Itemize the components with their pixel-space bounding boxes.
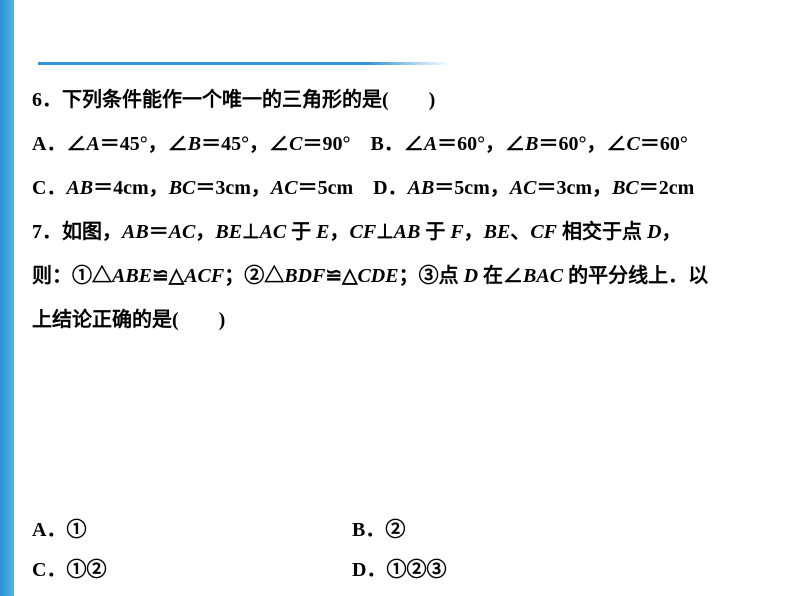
top-underline [38, 62, 450, 65]
q6-options-row2: C．AB＝4cm，BC＝3cm，AC＝5cm D．AB＝5cm，AC＝3cm，B… [32, 166, 772, 210]
q6-text: 下列条件能作一个唯一的三角形的是( ) [62, 89, 435, 111]
q7-text2: 则：①△ABE≌△ACF；②△BDF≌△CDE；③点 D 在∠BAC 的平分线上… [32, 265, 708, 287]
q7-stem-line3: 上结论正确的是( ) [32, 298, 772, 342]
q7-text1: 如图，AB＝AC，BE⊥AC 于 E，CF⊥AB 于 F，BE、CF 相交于点 … [62, 221, 681, 243]
main-content: 6．下列条件能作一个唯一的三角形的是( ) A．∠A＝45°，∠B＝45°，∠C… [32, 78, 772, 342]
q7-stem-line2: 则：①△ABE≌△ACF；②△BDF≌△CDE；③点 D 在∠BAC 的平分线上… [32, 254, 772, 298]
q7-option-d: D．①②③ [352, 550, 672, 590]
q7-stem-line1: 7．如图，AB＝AC，BE⊥AC 于 E，CF⊥AB 于 F，BE、CF 相交于… [32, 210, 772, 254]
q7-option-a: A．① [32, 510, 352, 550]
q6-stem: 6．下列条件能作一个唯一的三角形的是( ) [32, 78, 772, 122]
q7-number: 7． [32, 221, 62, 243]
q6-options-row1: A．∠A＝45°，∠B＝45°，∠C＝90° B．∠A＝60°，∠B＝60°，∠… [32, 122, 772, 166]
q6-option-c: C．AB＝4cm，BC＝3cm，AC＝5cm [32, 177, 353, 199]
q6-option-a: A．∠A＝45°，∠B＝45°，∠C＝90° [32, 133, 350, 155]
q7-option-b: B．② [352, 510, 672, 550]
q7-text3: 上结论正确的是( ) [32, 309, 225, 331]
left-accent-bar [0, 0, 14, 596]
q7-options-row2: C．①② D．①②③ [32, 550, 772, 590]
q7-option-c: C．①② [32, 550, 352, 590]
q6-option-b: B．∠A＝60°，∠B＝60°，∠C＝60° [370, 133, 687, 155]
q7-options-row1: A．① B．② [32, 510, 772, 550]
q6-number: 6． [32, 89, 62, 111]
q6-option-d: D．AB＝5cm，AC＝3cm，BC＝2cm [373, 177, 694, 199]
q7-options: A．① B．② C．①② D．①②③ [32, 510, 772, 590]
